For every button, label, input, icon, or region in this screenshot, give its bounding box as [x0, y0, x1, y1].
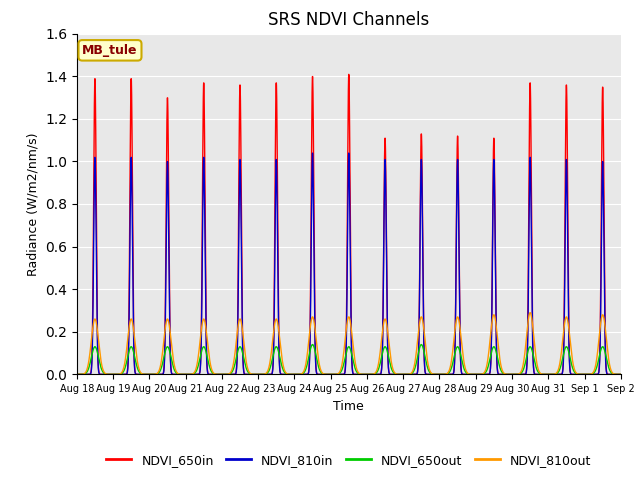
- X-axis label: Time: Time: [333, 400, 364, 413]
- Legend: NDVI_650in, NDVI_810in, NDVI_650out, NDVI_810out: NDVI_650in, NDVI_810in, NDVI_650out, NDV…: [101, 449, 596, 472]
- NDVI_650out: [567, 357, 575, 363]
- NDVI_810out: [282, 369, 289, 374]
- NDVI_650out: [282, 370, 289, 376]
- Y-axis label: Radiance (W/m2/nm/s): Radiance (W/m2/nm/s): [26, 132, 40, 276]
- NDVI_650out: [617, 372, 625, 377]
- Line: NDVI_810in: NDVI_810in: [77, 153, 621, 374]
- NDVI_650out: [588, 371, 596, 377]
- NDVI_810in: [413, 370, 421, 375]
- NDVI_650in: [345, 72, 353, 77]
- NDVI_810out: [567, 342, 575, 348]
- NDVI_650in: [73, 372, 81, 377]
- NDVI_810out: [617, 372, 625, 377]
- NDVI_650out: [564, 347, 572, 352]
- NDVI_650out: [138, 371, 146, 377]
- NDVI_650out: [417, 342, 425, 348]
- NDVI_810in: [145, 372, 153, 377]
- Line: NDVI_810out: NDVI_810out: [77, 312, 621, 374]
- NDVI_810in: [282, 372, 289, 377]
- NDVI_810in: [73, 372, 81, 377]
- NDVI_810in: [138, 372, 146, 377]
- NDVI_650out: [73, 372, 81, 377]
- NDVI_810in: [617, 372, 625, 377]
- NDVI_650out: [413, 356, 421, 362]
- NDVI_810out: [413, 342, 421, 348]
- NDVI_650in: [588, 372, 596, 377]
- NDVI_650in: [413, 370, 421, 375]
- NDVI_650in: [363, 372, 371, 377]
- NDVI_810out: [73, 372, 81, 377]
- NDVI_810in: [588, 372, 596, 377]
- NDVI_810out: [526, 310, 534, 315]
- NDVI_650in: [564, 261, 572, 266]
- Title: SRS NDVI Channels: SRS NDVI Channels: [268, 11, 429, 29]
- Text: MB_tule: MB_tule: [82, 44, 138, 57]
- NDVI_650in: [282, 372, 289, 377]
- NDVI_810in: [567, 371, 575, 377]
- NDVI_650in: [138, 372, 146, 377]
- Line: NDVI_650out: NDVI_650out: [77, 345, 621, 374]
- NDVI_810in: [564, 289, 572, 295]
- NDVI_810out: [138, 371, 146, 377]
- NDVI_810out: [564, 320, 572, 325]
- Line: NDVI_650in: NDVI_650in: [77, 74, 621, 374]
- NDVI_810out: [588, 371, 596, 376]
- NDVI_650in: [567, 371, 575, 376]
- NDVI_810in: [308, 150, 316, 156]
- NDVI_650in: [617, 372, 625, 377]
